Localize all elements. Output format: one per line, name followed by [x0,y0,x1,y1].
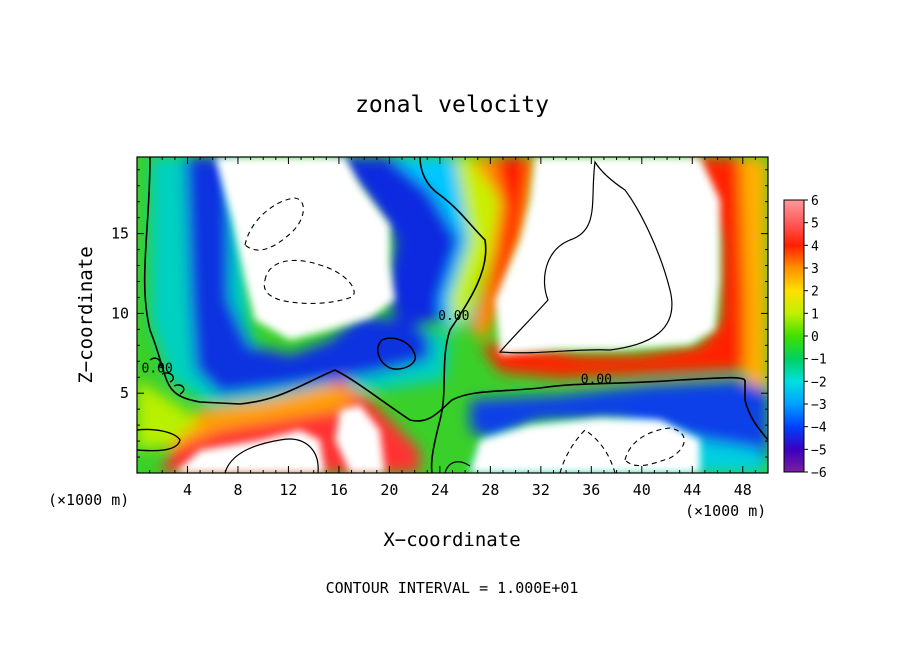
contour-labels: 0.00 0.00 0.00 [142,309,612,388]
field-region-blue-center [330,157,470,330]
field-region-orange-lower-left [150,385,360,450]
x-tick-label: 16 [330,481,348,499]
saturated-core-upper-left [215,157,395,340]
x-tick-label: 32 [532,481,550,499]
colorbar-tick-label: 5 [811,217,819,232]
colorbar-tick-label: 3 [811,262,819,277]
y-tick-label: 15 [111,225,129,243]
x-tick-label: 12 [279,481,297,499]
contour-neg-upper-left-2 [263,259,355,304]
colorbar: 6 5 4 3 2 1 0 −1 −2 −3 −4 −5 −6 [783,194,827,481]
x-tick-label: 40 [633,481,651,499]
x-axis-label: X−coordinate [383,529,520,551]
x-tick-label: 36 [582,481,600,499]
x-tick-label: 44 [683,481,701,499]
colorbar-tick-label: −6 [811,466,827,481]
contour-zero-small-loops [149,357,185,395]
contour-zero-main [239,369,746,422]
x-tick-label: 48 [734,481,752,499]
contour-zero-upper [419,157,487,473]
x-tick-label: 4 [183,481,192,499]
y-axis-ticks: 5 10 15 [111,169,768,458]
contour-label: 0.00 [438,309,469,324]
field-region-red-right [480,157,768,380]
field-region-blue-left [185,157,430,395]
y-tick-label: 10 [111,304,129,322]
x-unit-right: (×1000 m) [685,502,766,520]
colorbar-tick-label: −3 [811,398,827,413]
colorbar-tick-label: 4 [811,239,819,254]
x-unit-left: (×1000 m) [48,491,129,509]
colorbar-tick-label: 0 [811,330,819,345]
colorbar-tick-label: 2 [811,285,819,300]
contour-zero-lower-center [444,461,471,473]
saturated-core-lower-center [470,418,700,473]
contour-lines [137,157,768,473]
contour-label: 0.00 [142,361,173,376]
contour-zero-left-edge [143,157,241,405]
colorbar-tick-label: −5 [811,443,827,458]
x-tick-label: 24 [431,481,449,499]
field-region-orange-right [740,157,768,390]
contour-zero-right [744,380,768,441]
x-axis-ticks: 4 8 12 16 20 24 28 32 36 40 44 48 [149,157,756,499]
plot-area: 0.00 0.00 0.00 [137,157,768,473]
contour-interval-note: CONTOUR INTERVAL = 1.000E+01 [326,579,579,597]
contour-zero-lower-left [224,438,319,473]
x-tick-label: 28 [481,481,499,499]
field-region-red-column [488,157,530,330]
colorbar-tick-label: 6 [811,194,819,209]
saturated-core-upper-right [495,157,720,355]
colorbar-tick-label: 1 [811,307,819,322]
contour-label: 0.00 [581,373,612,388]
x-tick-label: 8 [233,481,242,499]
field-region-yellow-center [450,157,500,330]
colorbar-ticks: 6 5 4 3 2 1 0 −1 −2 −3 −4 −5 −6 [804,194,827,481]
colorbar-tick-label: −2 [811,375,827,390]
y-axis-label: Z−coordinate [75,246,97,383]
colorbar-fill [783,199,805,473]
colorbar-tick-label: −1 [811,353,827,368]
contour-zero-lower-left-edge [137,428,181,452]
contour-zero-loop-right [498,160,673,354]
y-tick-label: 5 [120,384,129,402]
contour-neg-lower-right [624,427,685,467]
saturated-core-lower-left [175,430,325,473]
colorbar-tick-label: −4 [811,421,827,436]
x-tick-label: 20 [380,481,398,499]
saturated-core-bottom-center [335,405,385,473]
field-region-yellow-left [137,380,200,450]
chart-title: zonal velocity [355,92,549,118]
contour-zero-loop-center [377,337,416,370]
